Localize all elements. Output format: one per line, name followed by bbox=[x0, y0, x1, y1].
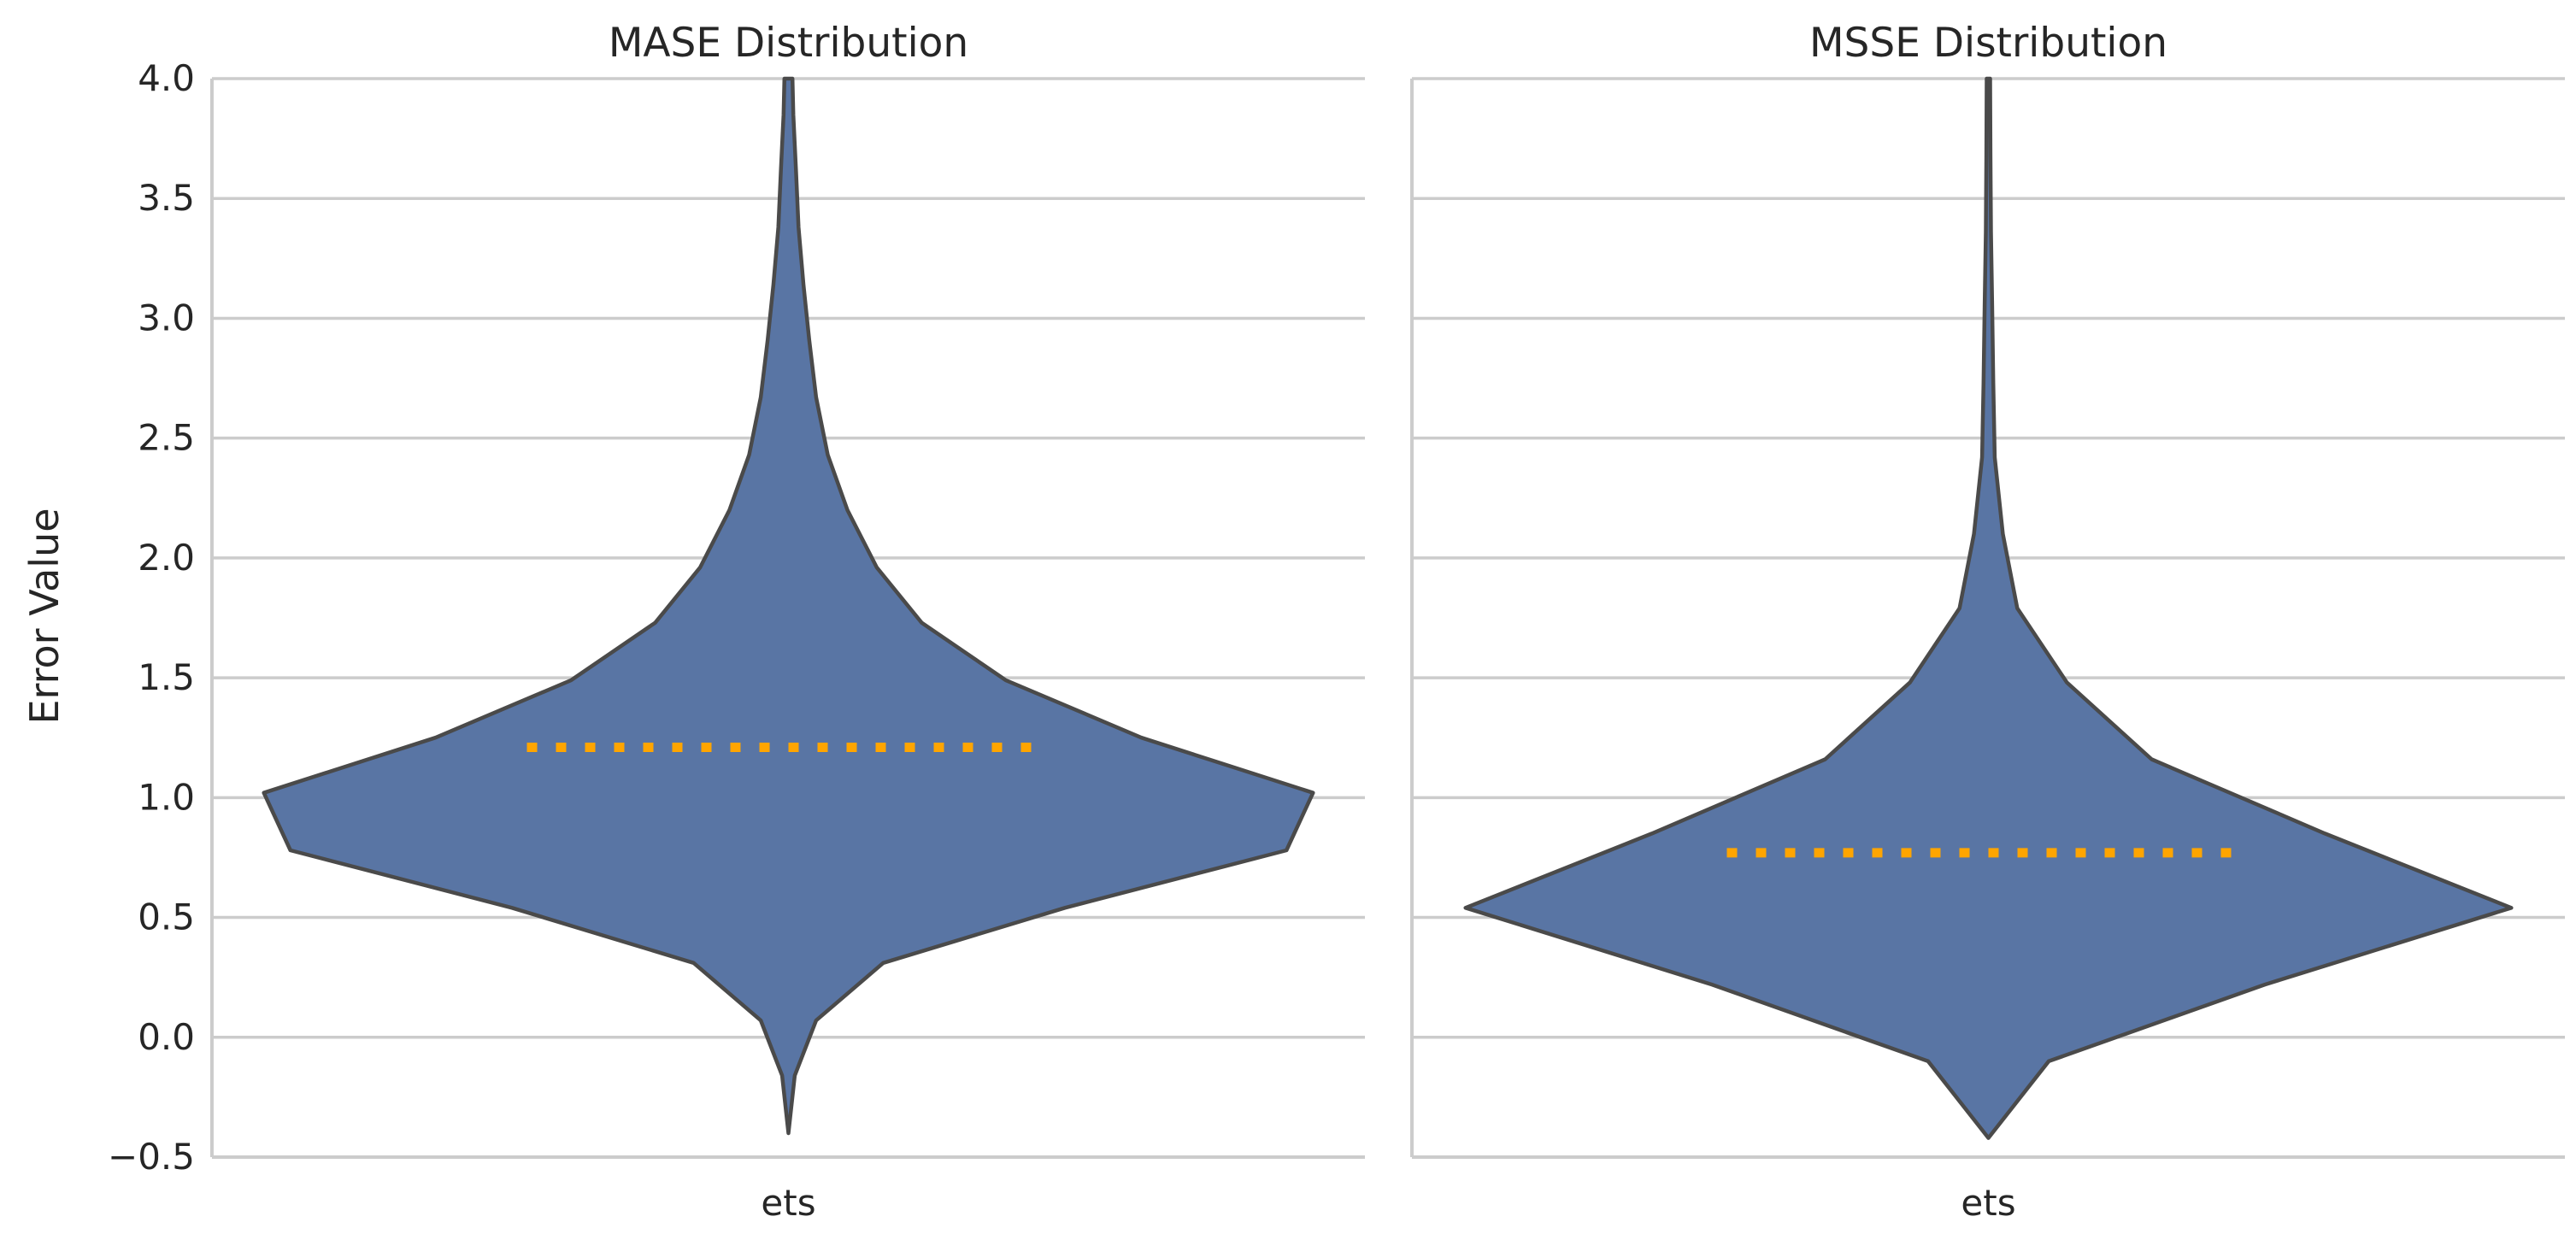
y-tick-label: 2.0 bbox=[138, 537, 195, 579]
violin-body bbox=[262, 76, 1315, 1136]
y-tick-label: 1.5 bbox=[138, 656, 195, 698]
y-tick-label: 1.0 bbox=[138, 776, 195, 818]
y-tick-label: 0.5 bbox=[138, 896, 195, 938]
x-tick-label: ets bbox=[761, 1182, 815, 1224]
mase-panel: −0.5 0.0 0.5 1.0 1.5 2.0 2.5 3.0 3.5 4.0 Error Val… bbox=[21, 20, 1365, 1224]
panel-title: MSSE Distribution bbox=[1809, 20, 2167, 67]
msse-panel: MSSE Distribution ets bbox=[1410, 20, 2565, 1224]
y-tick-label: 3.5 bbox=[138, 177, 195, 219]
violin-body bbox=[1463, 76, 2514, 1140]
y-tick-label: 3.0 bbox=[138, 297, 195, 338]
y-tick-label: 2.5 bbox=[138, 417, 195, 459]
y-tick-label: 4.0 bbox=[138, 57, 195, 99]
y-tick-label: −0.5 bbox=[108, 1136, 195, 1178]
y-tick-label: 0.0 bbox=[138, 1016, 195, 1058]
y-axis-label: Error Value bbox=[21, 508, 68, 724]
x-tick-label: ets bbox=[1961, 1182, 2015, 1224]
panel-title: MASE Distribution bbox=[609, 20, 968, 67]
